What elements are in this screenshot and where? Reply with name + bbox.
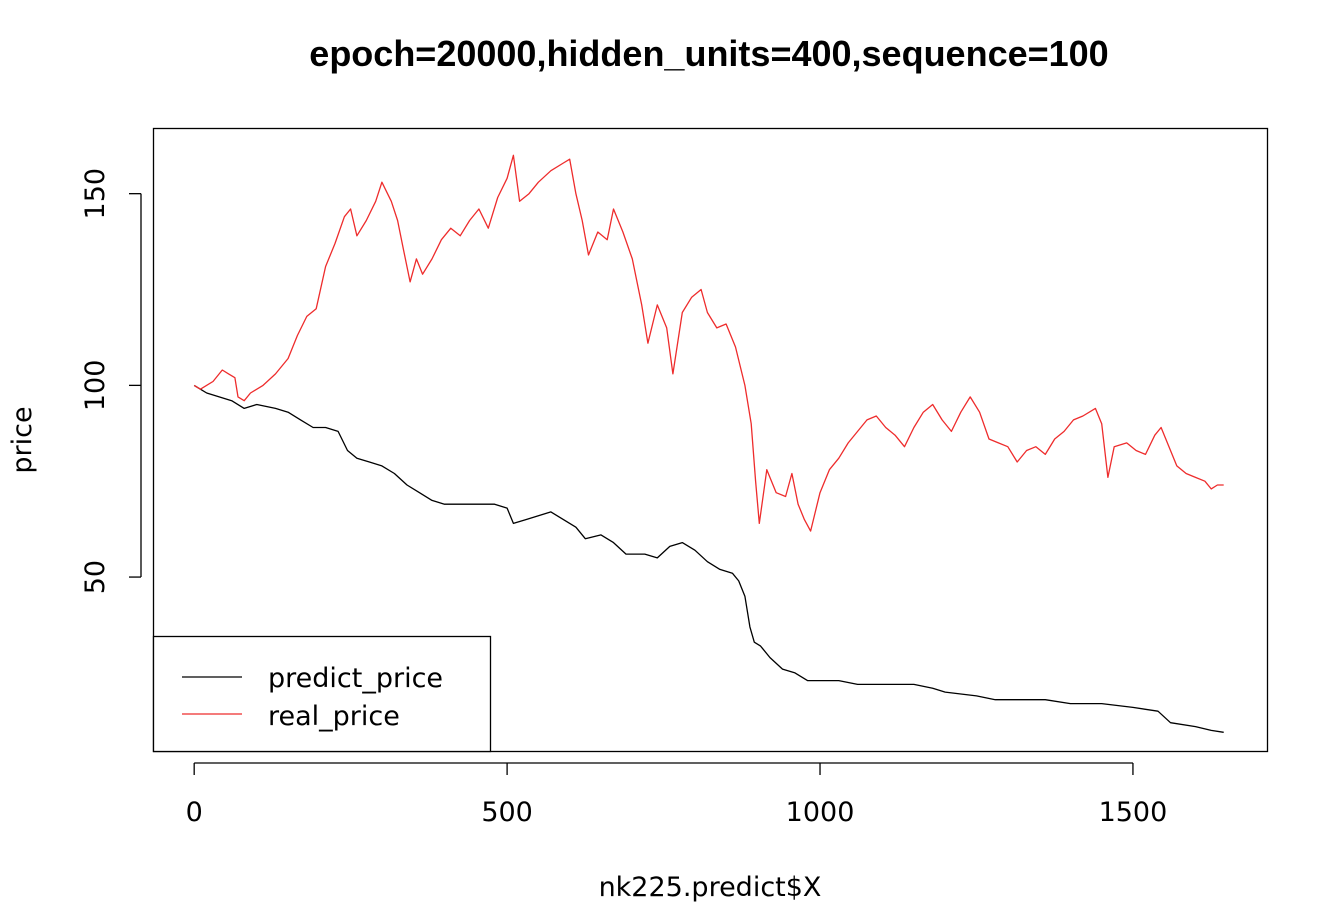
y-tick-label: 150 — [80, 168, 111, 220]
legend: predict_price real_price — [152, 635, 492, 753]
x-tick-label: 0 — [186, 797, 203, 828]
x-axis: 0 500 1000 1500 — [186, 762, 1168, 828]
y-axis-label: price — [7, 406, 38, 473]
y-tick-label: 100 — [80, 360, 111, 412]
x-tick-label: 500 — [481, 797, 533, 828]
legend-label-predict-price: predict_price — [268, 663, 443, 694]
series-line-predict-price — [193, 384, 1224, 733]
y-axis: 50 100 150 — [80, 168, 142, 594]
series-line-real-price — [193, 154, 1224, 532]
plot-series — [193, 154, 1224, 733]
y-tick-label: 50 — [80, 560, 111, 594]
legend-label-real-price: real_price — [268, 701, 400, 732]
legend-box — [152, 635, 492, 753]
x-tick-label: 1000 — [786, 797, 855, 828]
chart-title: epoch=20000,hidden_units=400,sequence=10… — [309, 33, 1108, 74]
x-tick-label: 1500 — [1099, 797, 1168, 828]
x-axis-label: nk225.predict$X — [599, 872, 822, 903]
plot-frame — [152, 127, 1269, 753]
